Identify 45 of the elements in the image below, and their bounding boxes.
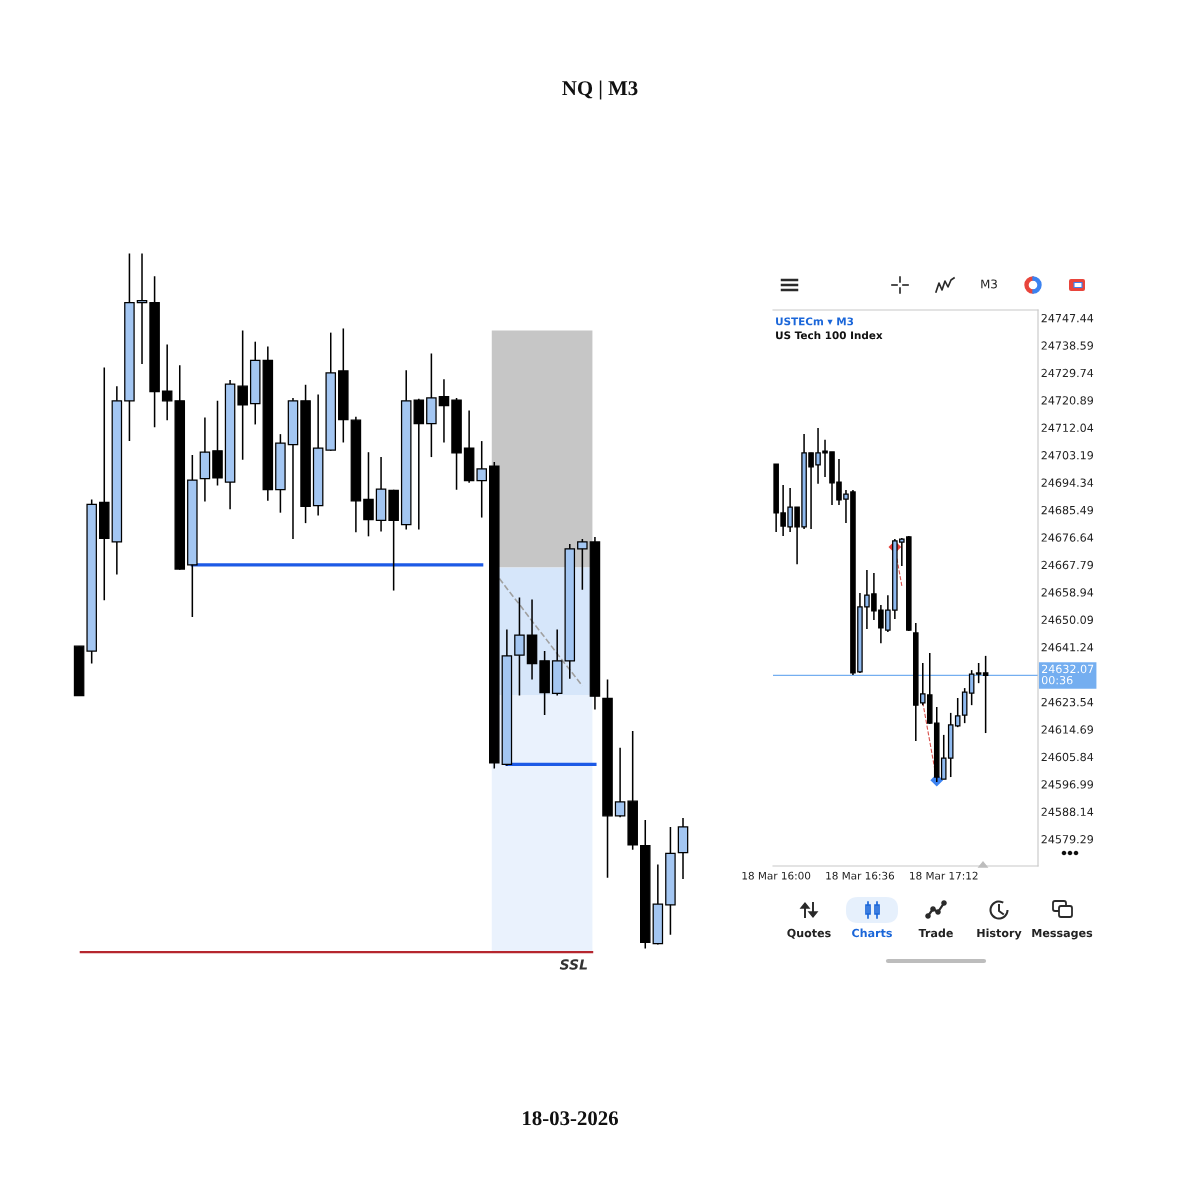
y-tick-label: 24579.29 [1041, 835, 1094, 844]
x-tick-label: 18 Mar 16:00 [742, 871, 811, 880]
candlestick [237, 329, 248, 461]
candlestick [514, 596, 525, 697]
candlestick [476, 440, 487, 519]
text: US Tech 100 Index [776, 331, 883, 340]
ref-line-label: 24632.07 00:36 [1041, 664, 1094, 685]
text: M3 [981, 279, 997, 289]
chart-title: NQ | M3 [562, 80, 638, 100]
text: Charts [852, 928, 892, 938]
candlestick [577, 538, 588, 591]
x-tick-label: 18 Mar 16:36 [826, 871, 895, 880]
y-tick-label: 24712.04 [1041, 423, 1094, 433]
y-tick-label: 24729.74 [1041, 368, 1094, 378]
y-tick-label: 24641.24 [1041, 643, 1094, 652]
y-tick-label: 24614.69 [1041, 725, 1094, 734]
ref-line-label: SSL [559, 959, 587, 970]
candlestick [363, 451, 374, 538]
y-tick-label: 24650.09 [1041, 615, 1094, 625]
y-tick-label: 24738.59 [1041, 341, 1094, 350]
candlestick [161, 343, 173, 421]
y-tick-label: 24720.89 [1041, 396, 1094, 405]
candlestick [975, 662, 982, 684]
y-tick-label: 24703.19 [1041, 451, 1094, 460]
text: Trade [918, 928, 953, 938]
y-tick-label: 24676.64 [1041, 533, 1094, 542]
text: History [977, 928, 1022, 940]
candlestick [982, 655, 989, 734]
text: Quotes [787, 928, 831, 939]
text: 18-03-2026 [523, 1111, 618, 1126]
y-tick-label: 24667.79 [1041, 560, 1094, 570]
y-tick-label: 24588.14 [1041, 807, 1094, 817]
y-tick-label: 24747.44 [1041, 313, 1094, 323]
candlestick [614, 746, 626, 818]
x-tick-label: 18 Mar 17:12 [910, 871, 978, 880]
y-tick-label: 24623.54 [1041, 697, 1094, 707]
y-tick-label: 24694.34 [1041, 478, 1094, 487]
y-tick-label: 24605.84 [1041, 752, 1094, 762]
y-tick-label: 24658.94 [1041, 588, 1094, 597]
y-tick-label: 24596.99 [1041, 780, 1094, 789]
text: Messages [1032, 928, 1093, 940]
y-tick-label: 24685.49 [1041, 505, 1094, 515]
text: USTECm ▾ M3 [776, 317, 854, 326]
candlestick [968, 669, 975, 706]
candlestick [438, 378, 450, 444]
